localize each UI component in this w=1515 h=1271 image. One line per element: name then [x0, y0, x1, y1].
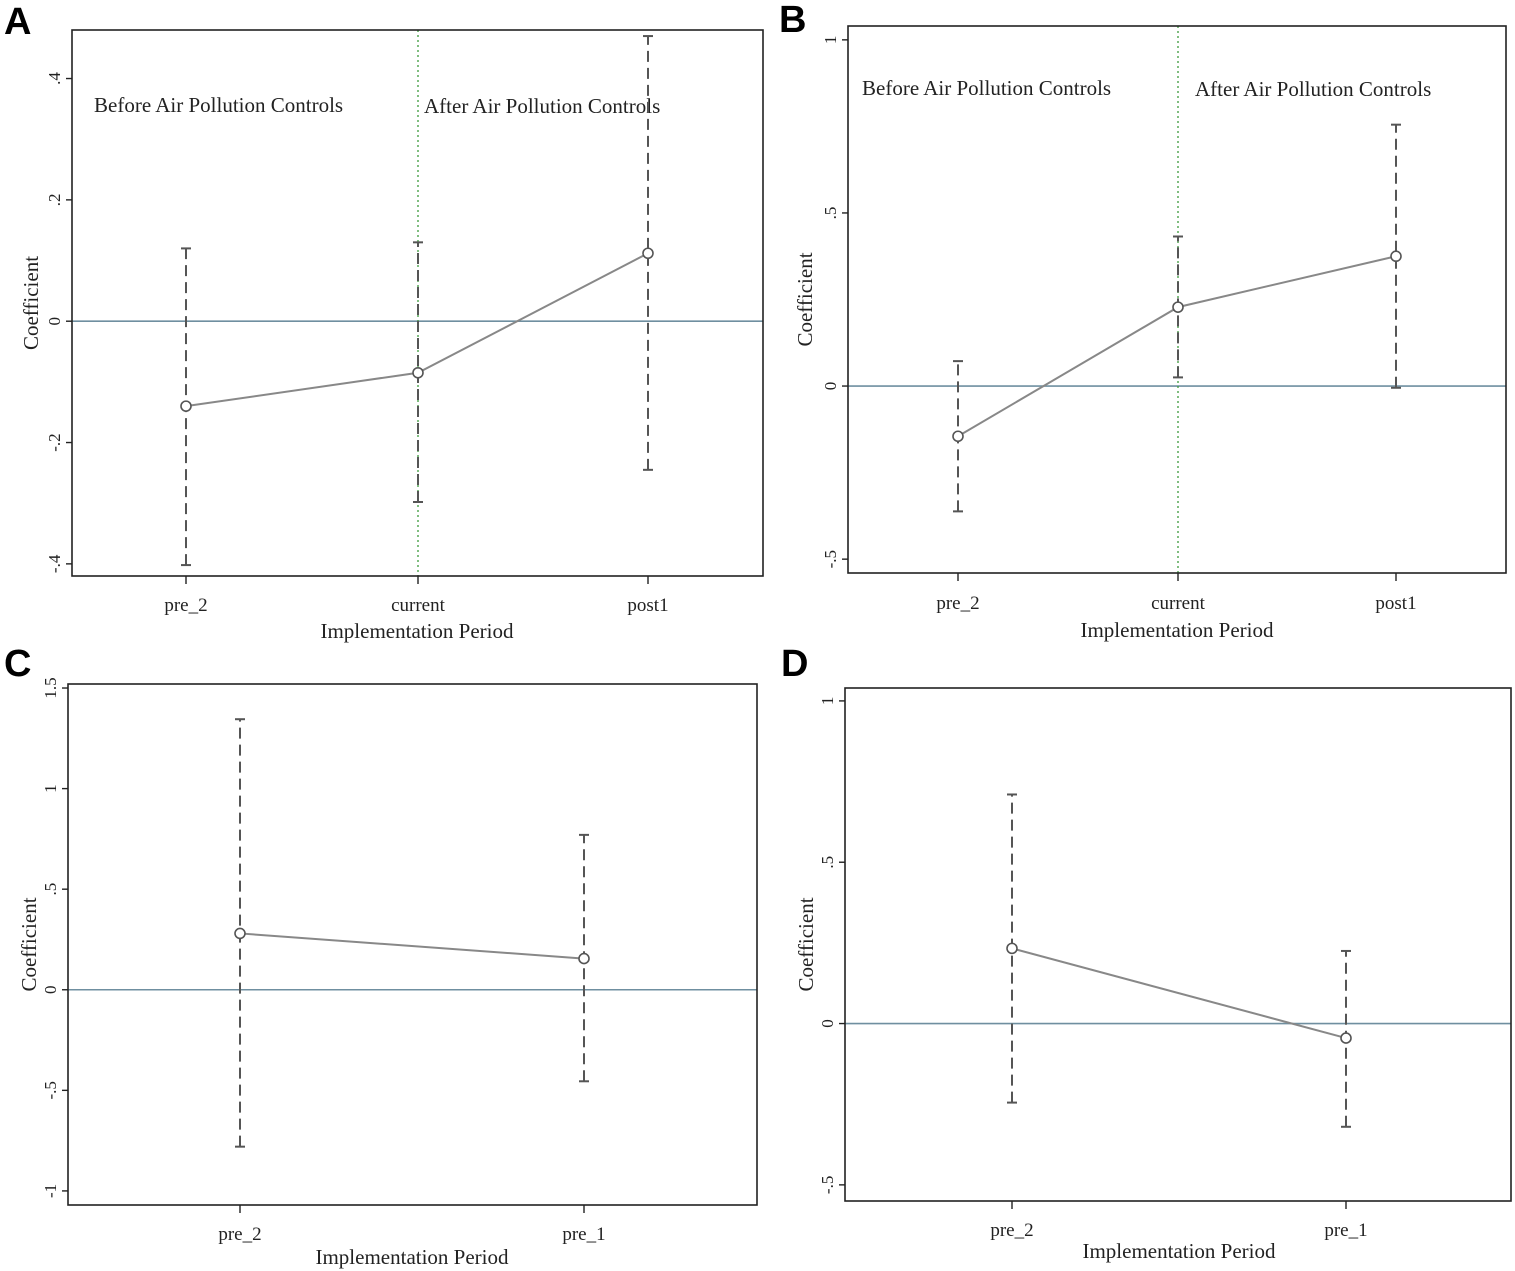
- plot-frame: [847, 25, 1507, 574]
- x-axis-title: Implementation Period: [320, 619, 514, 643]
- plot-frame: [844, 687, 1512, 1202]
- y-tick-label: .4: [45, 72, 64, 85]
- y-tick-label: .5: [821, 207, 840, 220]
- y-tick-label: -.4: [45, 554, 64, 573]
- panel-letter: B: [779, 0, 806, 41]
- annotation-before: Before Air Pollution Controls: [94, 93, 343, 117]
- panel-C: C -1 -.5 0 .5 1 1.5 pre_2 pre_1 Implementation Pe…: [4, 643, 758, 1269]
- panel-letter: C: [4, 643, 31, 685]
- x-tick-label: pre_1: [1324, 1220, 1367, 1241]
- y-tick-label: 1: [818, 697, 837, 706]
- y-tick-label: 0: [45, 317, 64, 326]
- panel-letter: A: [4, 1, 31, 43]
- x-tick-label: pre_2: [164, 595, 207, 616]
- x-tick-label: pre_2: [936, 593, 979, 614]
- y-tick-label: 0: [821, 382, 840, 391]
- panel-D: D -.5 0 .5 1 pre_2 pre_1 Implementation Period C…: [781, 643, 1512, 1263]
- data-point: [234, 927, 246, 940]
- y-axis-title: Coefficient: [19, 256, 43, 350]
- y-tick-label: -.5: [818, 1176, 837, 1194]
- y-tick-label: 1.5: [41, 677, 60, 698]
- y-tick-label: 1: [41, 784, 60, 793]
- y-axis-title: Coefficient: [17, 897, 41, 991]
- x-tick-label: post1: [627, 595, 668, 616]
- data-point: [1340, 1032, 1352, 1044]
- panel-A: A Before Air Pollution Controls After Air …: [4, 1, 764, 643]
- x-tick-label: pre_2: [990, 1220, 1033, 1241]
- plot-frame: [67, 683, 758, 1206]
- x-tick-label: current: [1151, 593, 1206, 614]
- x-axis-title: Implementation Period: [1080, 618, 1274, 642]
- x-tick-label: post1: [1375, 593, 1416, 614]
- y-axis-title: Coefficient: [793, 252, 817, 346]
- data-point: [952, 430, 964, 443]
- y-tick-label: 1: [821, 36, 840, 45]
- data-point: [642, 247, 654, 260]
- data-point: [180, 400, 192, 412]
- y-tick-label: -.5: [41, 1081, 60, 1099]
- x-axis-title: Implementation Period: [1082, 1239, 1276, 1263]
- panel-B: B Before Air Pollution Controls After Air …: [779, 0, 1507, 642]
- y-tick-label: .5: [818, 856, 837, 869]
- annotation-after: After Air Pollution Controls: [1195, 77, 1431, 101]
- data-point: [1006, 942, 1018, 955]
- x-axis-title: Implementation Period: [315, 1245, 509, 1269]
- data-point: [412, 366, 424, 379]
- y-tick-label: 0: [41, 986, 60, 995]
- x-tick-label: pre_2: [218, 1224, 261, 1245]
- y-axis-title: Coefficient: [794, 897, 818, 991]
- x-tick-label: current: [391, 595, 446, 616]
- y-tick-label: -.2: [45, 433, 64, 451]
- series-line: [1011, 947, 1347, 1040]
- panel-letter: D: [781, 643, 808, 685]
- data-point: [1390, 250, 1402, 263]
- annotation-after: After Air Pollution Controls: [424, 94, 660, 118]
- data-point: [1172, 301, 1184, 313]
- annotation-before: Before Air Pollution Controls: [862, 76, 1111, 100]
- series-line: [239, 932, 585, 960]
- y-tick-label: .5: [41, 883, 60, 896]
- y-tick-label: .2: [45, 193, 64, 206]
- data-point: [578, 952, 590, 965]
- y-tick-label: -1: [41, 1184, 60, 1198]
- y-tick-label: 0: [818, 1019, 837, 1027]
- y-tick-label: -.5: [821, 550, 840, 568]
- x-tick-label: pre_1: [562, 1224, 605, 1245]
